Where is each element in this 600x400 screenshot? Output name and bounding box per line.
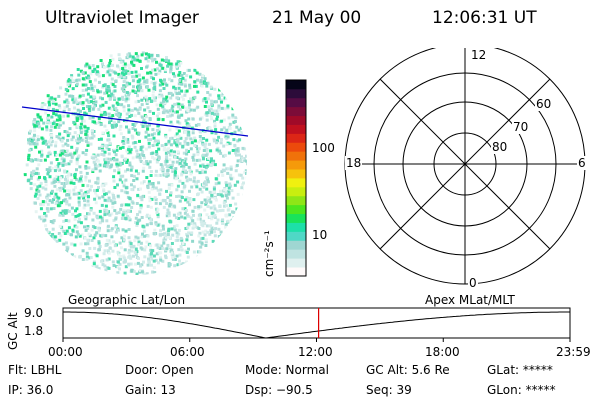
mode-field: Mode: Normal [245, 363, 329, 377]
colorbar-swatch [286, 106, 306, 117]
auroral-image-pixels [23, 51, 247, 275]
colorbar-swatch [286, 213, 306, 223]
colorbar-swatch [286, 133, 306, 143]
timeline-ticks [62, 338, 571, 342]
gc-alt-field: GC Alt: 5.6 Re [366, 363, 450, 377]
instrument-title: Ultraviolet Imager [45, 8, 199, 28]
gc-altitude-curve [63, 311, 570, 339]
colorbar-swatch [286, 97, 306, 108]
gain-field: Gain: 13 [125, 383, 176, 397]
timeline-frame [62, 307, 571, 339]
mlat-label-60: 60 [535, 97, 553, 111]
filter-field: Flt: LBHL [8, 363, 62, 377]
auroral-image [21, 51, 249, 275]
terminator-line [21, 106, 249, 137]
observation-date: 21 May 00 [272, 8, 362, 28]
observation-time: 12:06:31 UT [432, 8, 537, 28]
polar-diagonal-b [379, 78, 551, 250]
colorbar-swatch [286, 178, 306, 188]
mlat-label-80: 80 [491, 140, 509, 154]
colorbar-swatch [286, 267, 306, 277]
colorbar-swatch [286, 231, 306, 241]
gc-alt-tick-min: 1.8 [24, 324, 44, 338]
time-tick-0600: 06:00 [170, 345, 205, 359]
colorbar-swatch [286, 186, 306, 197]
colorbar-swatch [286, 240, 306, 250]
mlt-label-12: 12 [470, 48, 488, 62]
colorbar-swatch [286, 115, 306, 125]
colorbar-swatch [286, 88, 306, 99]
colorbar-swatch [286, 222, 306, 232]
door-field: Door: Open [125, 363, 194, 377]
colorbar-unit-label: photon cm⁻²s⁻¹ [262, 230, 276, 280]
colorbar-swatch [286, 80, 306, 90]
time-tick-1200: 12:00 [298, 345, 333, 359]
colorbar-frame [285, 79, 307, 277]
colorbar-tick-100: 100 [312, 141, 335, 155]
gc-alt-tick-max: 9.0 [24, 306, 44, 320]
time-tick-2359: 23:59 [556, 345, 591, 359]
colorbar-swatch [286, 151, 306, 161]
dsp-field: Dsp: −90.5 [245, 383, 313, 397]
mlt-label-18: 18 [345, 156, 363, 170]
colorbar-swatch [286, 249, 306, 259]
mlt-label-6: 6 [577, 156, 587, 170]
glat-field: GLat: ***** [487, 363, 553, 377]
colorbar-swatch [286, 195, 306, 206]
colorbar-tick-10: 10 [312, 228, 328, 242]
polar-grid [344, 48, 586, 285]
colorbar-swatch [286, 142, 306, 152]
colorbar-swatch [286, 204, 306, 215]
glon-field: GLon: ***** [487, 383, 556, 397]
colorbar-swatch [286, 124, 306, 134]
seq-field: Seq: 39 [366, 383, 412, 397]
altitude-timeline [62, 307, 571, 342]
mlat-label-70: 70 [512, 120, 530, 134]
time-tick-1800: 18:00 [425, 345, 460, 359]
colorbar-swatch [286, 160, 306, 170]
colorbar-swatch [286, 258, 306, 268]
colorbar-swatches [286, 80, 306, 277]
mlt-label-0: 0 [468, 276, 478, 290]
colorbar-swatch [286, 169, 306, 179]
ip-field: IP: 36.0 [8, 383, 54, 397]
apex-mlat-mlt-label: Apex MLat/MLT [425, 293, 515, 307]
geographic-latlon-label: Geographic Lat/Lon [68, 293, 186, 307]
time-tick-0000: 00:00 [48, 345, 83, 359]
colorbar: photon cm⁻²s⁻¹ [262, 79, 307, 280]
